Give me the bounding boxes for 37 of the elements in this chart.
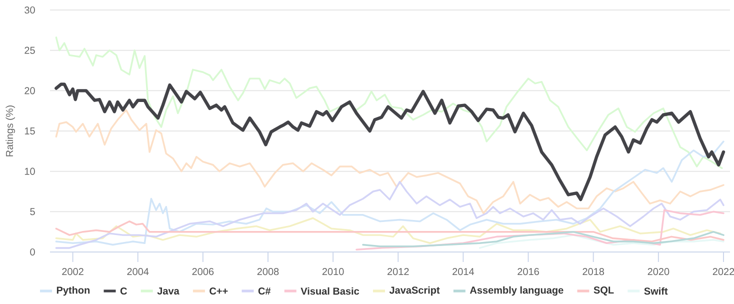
x-tick-label: 2006 [192,268,214,276]
legend-label: C# [258,287,271,295]
legend-label: Swift [644,287,668,295]
legend-label: Visual Basic [300,287,360,295]
y-axis-title: Ratings (%) [6,106,16,156]
legend-label: JavaScript [389,286,440,296]
x-tick-label: 2010 [322,268,344,276]
legend-label: C [120,287,127,295]
x-tick-label: 2008 [257,268,279,276]
x-tick-label: 2016 [518,268,539,276]
line-series [356,209,724,250]
x-tick-label: 2022 [712,268,734,276]
legend-label: C++ [210,287,228,295]
y-tick-label: 10 [24,168,35,175]
line-series [362,230,724,248]
y-tick-label: 5 [30,208,35,216]
legend-label: Java [157,288,180,294]
x-tick-label: 2004 [127,268,149,276]
line-series [478,234,724,249]
legend-label: Assembly language [470,286,564,296]
legend-label: SQL [594,286,614,296]
line-series [55,36,723,169]
line-series [55,109,724,214]
x-tick-label: 2002 [62,268,84,276]
line-series [55,140,724,246]
x-tick-label: 2018 [582,268,604,276]
y-tick-label: 15 [24,128,35,134]
legend-label: Python [56,286,90,296]
x-tick-label: 2014 [452,268,474,276]
y-tick-label: 0 [30,248,35,256]
line-series [54,82,726,202]
y-tick-label: 30 [24,6,35,14]
y-tick-label: 25 [24,46,35,54]
line-series [55,180,724,249]
x-tick-label: 2012 [388,268,409,276]
x-tick-label: 2020 [648,268,670,276]
y-tick-label: 20 [24,87,35,94]
